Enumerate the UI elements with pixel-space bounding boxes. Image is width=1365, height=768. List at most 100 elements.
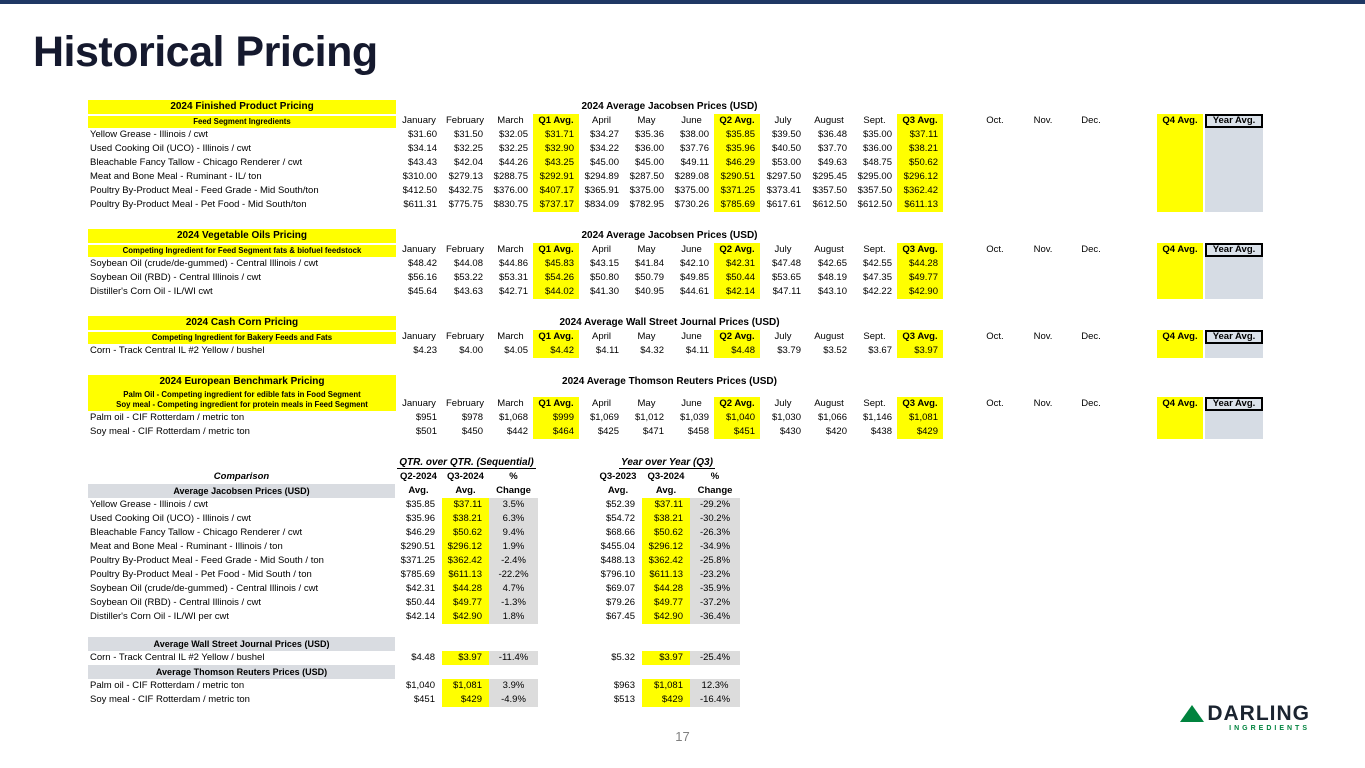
value-cell: $611.13 bbox=[442, 568, 489, 582]
value-cell: -25.8% bbox=[690, 554, 740, 568]
column-header-sept: Sept. bbox=[863, 244, 886, 255]
value-cell: $279.13 bbox=[448, 171, 483, 182]
column-header-march: March bbox=[497, 331, 524, 342]
value-cell: $39.50 bbox=[771, 129, 801, 140]
value-cell: $951 bbox=[415, 412, 437, 423]
column-header-june: June bbox=[681, 115, 702, 126]
value-cell: $37.70 bbox=[817, 143, 847, 154]
column-header-april: April bbox=[591, 115, 611, 126]
value-cell bbox=[1019, 128, 1067, 142]
comparison-row: Palm oil - CIF Rotterdam / metric ton $1,… bbox=[88, 679, 1263, 693]
value-cell: $42.55 bbox=[862, 258, 892, 269]
value-cell bbox=[1067, 170, 1115, 184]
column-header-nov: Nov. bbox=[1033, 398, 1053, 409]
value-cell: $41.30 bbox=[589, 286, 619, 297]
value-cell bbox=[1157, 425, 1203, 439]
row-label: Meat and Bone Meal - Ruminant - Illinois… bbox=[90, 541, 283, 552]
column-header-q3-avg: Q3 Avg. bbox=[897, 330, 943, 344]
value-cell: $357.50 bbox=[812, 185, 847, 196]
value-cell: $44.86 bbox=[498, 258, 528, 269]
value-cell: $56.16 bbox=[407, 272, 437, 283]
value-cell: $47.35 bbox=[862, 272, 892, 283]
value-cell: -11.4% bbox=[489, 651, 538, 665]
value-cell: $464 bbox=[533, 425, 579, 439]
column-header-q2-avg: Q2 Avg. bbox=[714, 243, 760, 257]
value-cell: $42.31 bbox=[405, 583, 435, 594]
value-cell: $36.00 bbox=[634, 143, 664, 154]
value-cell: $365.91 bbox=[584, 185, 619, 196]
value-cell: $44.26 bbox=[498, 157, 528, 168]
value-cell bbox=[971, 156, 1019, 170]
value-cell: $458 bbox=[687, 426, 709, 437]
table-subtitle: Competing Ingredient for Feed Segment fa… bbox=[88, 245, 396, 257]
value-cell: $44.08 bbox=[453, 258, 483, 269]
value-cell: $32.25 bbox=[453, 143, 483, 154]
value-cell: $1,068 bbox=[498, 412, 528, 423]
value-cell: $50.62 bbox=[897, 156, 943, 170]
table-row: Soybean Oil (RBD) - Central Illinois / c… bbox=[88, 271, 1263, 285]
row-label: Bleachable Fancy Tallow - Chicago Render… bbox=[90, 157, 303, 168]
column-header-q3-2024: Q3-2024 bbox=[647, 471, 685, 482]
value-cell: $42.10 bbox=[679, 258, 709, 269]
column-header-sept: Sept. bbox=[863, 115, 886, 126]
value-cell: $53.65 bbox=[771, 272, 801, 283]
value-cell: $3.97 bbox=[897, 344, 943, 358]
section-header: Average Jacobsen Prices (USD) bbox=[88, 484, 395, 498]
column-header-q3-avg: Q3 Avg. bbox=[897, 397, 943, 411]
value-cell: $50.44 bbox=[405, 597, 435, 608]
column-header-q4-avg: Q4 Avg. bbox=[1157, 397, 1203, 411]
comparison-row: Soy meal - CIF Rotterdam / metric ton $45… bbox=[88, 693, 1263, 707]
column-header-q2-avg: Q2 Avg. bbox=[714, 397, 760, 411]
column-header-year-avg: Year Avg. bbox=[1205, 397, 1263, 411]
column-header-q4-avg: Q4 Avg. bbox=[1157, 114, 1203, 128]
row-label: Palm oil - CIF Rotterdam / metric ton bbox=[90, 412, 245, 423]
table-source-title: 2024 Average Jacobsen Prices (USD) bbox=[581, 101, 758, 112]
value-cell bbox=[1067, 411, 1115, 425]
column-header-nov: Nov. bbox=[1033, 331, 1053, 342]
table-months-row: Competing Ingredient for Feed Segment fa… bbox=[88, 243, 1263, 257]
value-cell: $290.51 bbox=[400, 541, 435, 552]
value-cell: 6.3% bbox=[489, 512, 538, 526]
value-cell bbox=[971, 271, 1019, 285]
value-cell: $830.75 bbox=[493, 199, 528, 210]
value-cell bbox=[1067, 285, 1115, 299]
value-cell: $35.85 bbox=[405, 499, 435, 510]
row-label: Soybean Oil (RBD) - Central Illinois / c… bbox=[90, 272, 262, 283]
value-cell bbox=[1019, 257, 1067, 271]
table-row: Palm oil - CIF Rotterdam / metric ton $95… bbox=[88, 411, 1263, 425]
column-header-q3-avg: Q3 Avg. bbox=[897, 114, 943, 128]
value-cell: $3.52 bbox=[823, 345, 847, 356]
table-header-row: 2024 European Benchmark Pricing 2024 Aver… bbox=[88, 375, 1263, 389]
value-cell: -34.9% bbox=[690, 540, 740, 554]
value-cell bbox=[971, 142, 1019, 156]
value-cell: $4.48 bbox=[714, 344, 760, 358]
table-source-title: 2024 Average Jacobsen Prices (USD) bbox=[581, 230, 758, 241]
table-subtitle-line: Palm Oil - Competing ingredient for edib… bbox=[123, 390, 361, 399]
row-label: Yellow Grease - Illinois / cwt bbox=[90, 129, 208, 140]
value-cell: $296.12 bbox=[642, 540, 690, 554]
value-cell: $44.28 bbox=[442, 582, 489, 596]
value-cell: $785.69 bbox=[714, 198, 760, 212]
value-cell: $47.11 bbox=[772, 286, 801, 297]
value-cell: $432.75 bbox=[448, 185, 483, 196]
value-cell: $5.32 bbox=[611, 652, 635, 663]
table-row: Corn - Track Central IL #2 Yellow / bush… bbox=[88, 344, 1263, 358]
table-row: Poultry By-Product Meal - Pet Food - Mid… bbox=[88, 198, 1263, 212]
row-label: Distiller's Corn Oil - IL/WI per cwt bbox=[90, 611, 230, 622]
value-cell: $38.00 bbox=[679, 129, 709, 140]
value-cell: $40.50 bbox=[771, 143, 801, 154]
darling-logo: DARLING INGREDIENTS bbox=[1180, 703, 1310, 732]
value-cell bbox=[1019, 184, 1067, 198]
value-cell: $357.50 bbox=[857, 185, 892, 196]
value-cell bbox=[971, 198, 1019, 212]
value-cell bbox=[971, 128, 1019, 142]
value-cell: $834.09 bbox=[584, 199, 619, 210]
value-cell: $36.00 bbox=[862, 143, 892, 154]
value-cell: $42.90 bbox=[642, 610, 690, 624]
value-cell: -36.4% bbox=[690, 610, 740, 624]
value-cell bbox=[1157, 170, 1203, 184]
column-header-: % bbox=[509, 471, 518, 482]
value-cell bbox=[1205, 128, 1263, 142]
value-cell: $287.50 bbox=[629, 171, 664, 182]
column-header-year-avg: Year Avg. bbox=[1205, 243, 1263, 257]
